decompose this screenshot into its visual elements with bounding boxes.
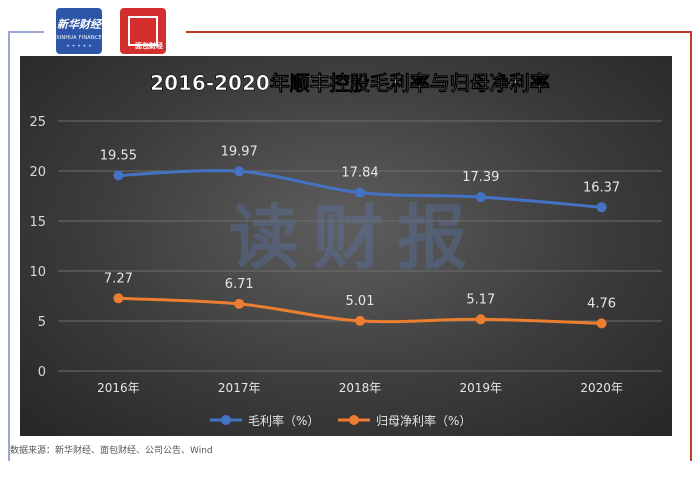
- data-label: 5.17: [466, 292, 495, 307]
- legend: 毛利率（%） 归母净利率（%）: [210, 413, 471, 428]
- data-point: [596, 202, 607, 213]
- data-point: [355, 315, 365, 326]
- chart-panel: [20, 56, 672, 436]
- data-point: [475, 192, 486, 203]
- mianbao-finance-logo: 面包财经: [120, 8, 166, 54]
- legend-label: 归母净利率（%）: [376, 413, 471, 428]
- y-tick-label: 20: [29, 165, 46, 180]
- frame-border-right: [690, 31, 692, 461]
- x-tick-label: 2017年: [218, 381, 261, 395]
- data-label: 19.97: [221, 144, 258, 159]
- y-tick-label: 10: [29, 265, 46, 280]
- y-tick-label: 5: [38, 315, 46, 330]
- frame-line-left: [8, 31, 44, 33]
- x-tick-label: 2018年: [339, 381, 382, 395]
- x-tick-label: 2016年: [97, 381, 140, 395]
- source-note: 数据来源：新华财经、面包财经、公司公告、Wind: [10, 446, 213, 456]
- series-group: 19.55 19.97 17.84 17.39 16.37 7.27 6.71 5.01 5.1…: [100, 144, 620, 329]
- legend-swatch-marker: [349, 415, 359, 425]
- x-tick-label: 2019年: [460, 381, 503, 395]
- data-point: [475, 314, 486, 325]
- data-point: [234, 166, 245, 177]
- data-label: 17.39: [462, 170, 499, 185]
- data-label: 7.27: [104, 271, 133, 286]
- data-label: 5.01: [346, 294, 375, 309]
- xinhua-finance-logo: 新华财经 XINHUA FINANCE • • • • •: [56, 8, 102, 54]
- data-point: [113, 170, 124, 181]
- watermark: 读财报: [229, 197, 481, 279]
- logo1-title: 新华财经: [57, 18, 101, 31]
- data-label: 6.71: [225, 277, 254, 292]
- logo2-text: 面包财经: [135, 42, 163, 50]
- chart-title: 2016-2020年顺丰控股毛利率与归母净利率: [150, 71, 550, 95]
- legend-swatch-marker: [221, 415, 231, 425]
- y-tick-label: 0: [38, 365, 46, 380]
- data-label: 17.84: [341, 166, 378, 181]
- data-point: [234, 298, 245, 309]
- x-tick-label: 2020年: [580, 381, 623, 395]
- x-axis-ticks: 2016年 2017年 2018年 2019年 2020年: [97, 381, 623, 395]
- y-tick-label: 15: [29, 215, 46, 230]
- frame-border-left: [8, 31, 10, 461]
- logo1-dots: • • • • •: [66, 43, 92, 50]
- data-point: [596, 318, 607, 329]
- data-label: 16.37: [583, 180, 620, 195]
- y-axis-ticks: 0 5 10 15 20 25: [29, 115, 46, 380]
- frame-line-right: [186, 31, 692, 33]
- logo2-mark: [128, 16, 158, 46]
- data-label: 19.55: [100, 149, 137, 164]
- logo1-subtitle: XINHUA FINANCE: [56, 35, 102, 41]
- legend-label: 毛利率（%）: [248, 413, 319, 428]
- y-tick-label: 25: [29, 115, 46, 130]
- data-point: [113, 293, 124, 304]
- data-label: 4.76: [587, 296, 616, 311]
- data-point: [355, 187, 365, 198]
